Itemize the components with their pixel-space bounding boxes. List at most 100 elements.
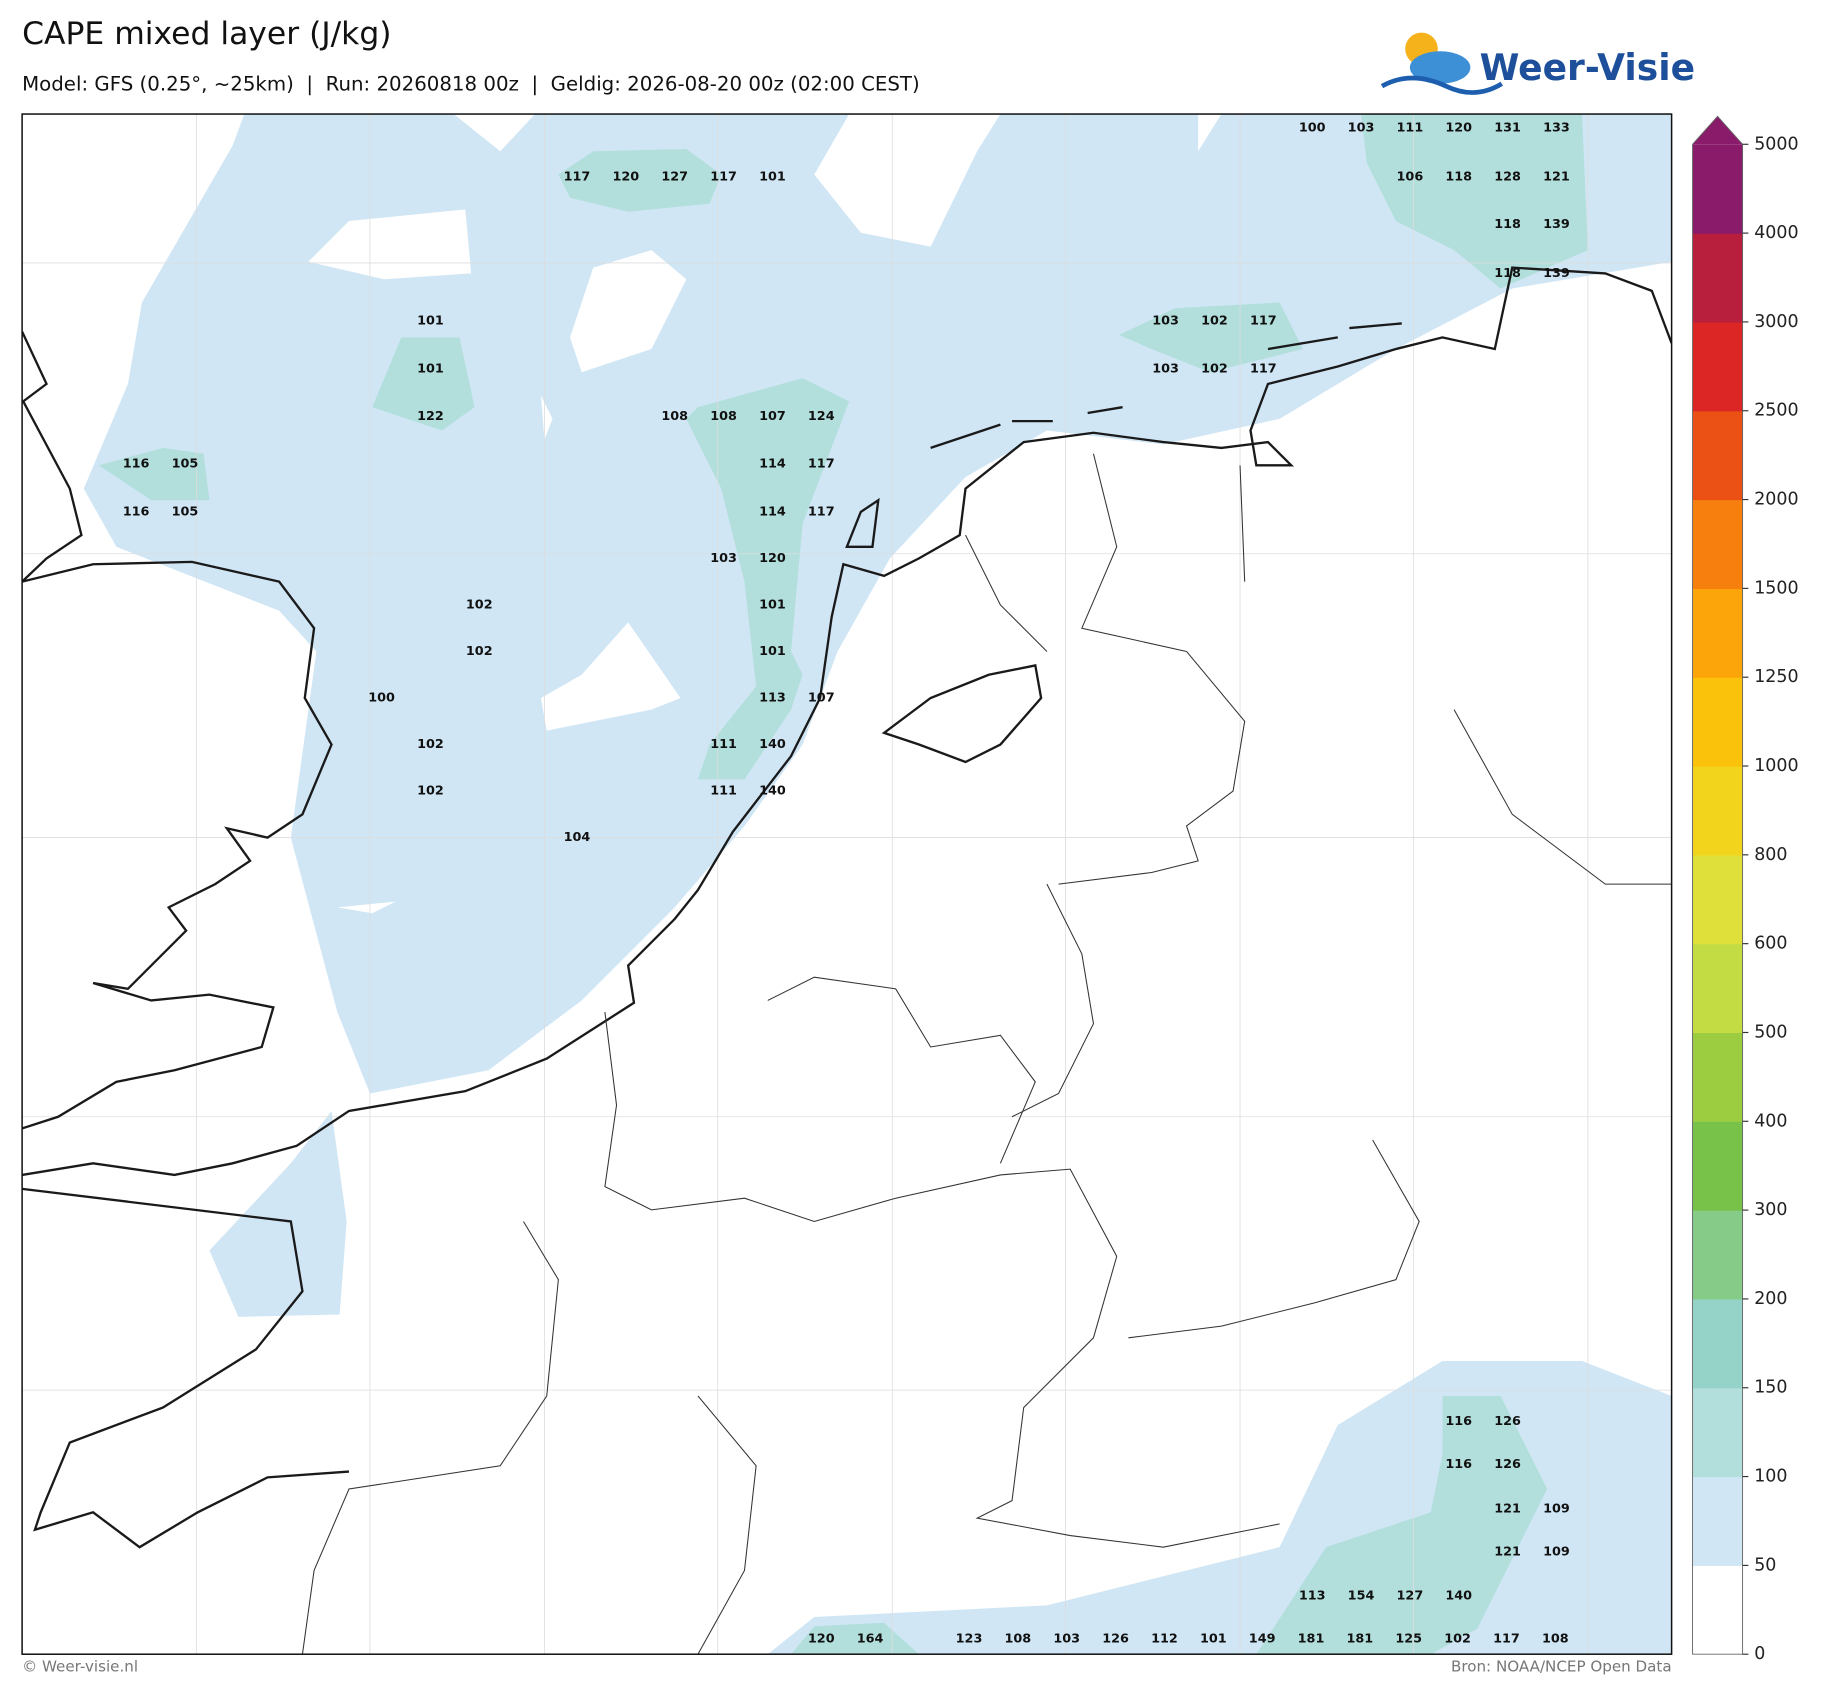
cape-area — [83, 114, 1672, 1094]
cape-area — [209, 1110, 1672, 1655]
colorbar-segment — [1692, 499, 1743, 589]
cape-value-label: 103 — [1053, 1632, 1080, 1647]
cape-value-label: 140 — [759, 737, 786, 752]
logo-cloud — [1409, 51, 1471, 84]
cape-value-label: 131 — [1494, 121, 1521, 136]
cape-value-label: 121 — [1494, 1544, 1521, 1559]
cape-value-label: 122 — [417, 409, 444, 424]
cape-value-label: 108 — [710, 409, 737, 424]
logo-wave — [1380, 75, 1503, 95]
colorbar: 0 50 100 150 200 300 400 500 600 800 1000 1250 1500 2… — [1692, 115, 1799, 1664]
cape-value-label: 140 — [1445, 1589, 1472, 1604]
cape-value-label: 102 — [1201, 361, 1228, 376]
cape-value-label: 181 — [1347, 1632, 1374, 1647]
colorbar-tick-label: 200 — [1754, 1289, 1787, 1309]
cape-value-label: 109 — [1543, 1501, 1570, 1516]
cape-value-label: 127 — [661, 169, 688, 184]
colorbar-tick-label: 600 — [1754, 934, 1787, 954]
colorbar-tick-label: 1500 — [1754, 578, 1798, 598]
cape-value-label: 112 — [1151, 1632, 1178, 1647]
cape-value-label: 120 — [759, 551, 786, 566]
cape-value-label: 111 — [710, 784, 737, 799]
cape-value-label: 118 — [1494, 217, 1521, 232]
cape-value-label: 116 — [123, 457, 150, 472]
cape-value-label: 108 — [1542, 1632, 1569, 1647]
colorbar-segment — [1692, 1298, 1743, 1389]
map-labels: 100 103 111 120 131 133 117 120 127 117 101 106 118 1… — [123, 121, 1570, 1647]
logo-text: Weer-Visie — [1480, 47, 1695, 89]
cape-value-label: 113 — [759, 691, 786, 706]
colorbar-segment — [1692, 588, 1743, 678]
colorbar-segment — [1692, 233, 1743, 323]
cape-value-label: 102 — [1444, 1632, 1471, 1647]
colorbar-tick-label: 3000 — [1754, 312, 1798, 332]
title: CAPE mixed layer (J/kg) — [22, 16, 391, 52]
cape-value-label: 109 — [1543, 1544, 1570, 1559]
colorbar-segment — [1692, 144, 1743, 234]
cape-value-label: 104 — [564, 830, 591, 845]
cape-value-label: 124 — [808, 409, 835, 424]
cape-value-label: 116 — [1445, 1414, 1472, 1429]
colorbar-segment — [1692, 1387, 1743, 1478]
cape-value-label: 103 — [1152, 314, 1179, 329]
cape-value-label: 103 — [1152, 361, 1179, 376]
cape-value-label: 108 — [1005, 1632, 1032, 1647]
footer-right: Bron: NOAA/NCEP Open Data — [1451, 1658, 1672, 1676]
colorbar-tick-label: 300 — [1754, 1200, 1787, 1220]
subtitle: Model: GFS (0.25°, ~25km) | Run: 2026081… — [22, 72, 920, 95]
cape-value-label: 106 — [1397, 169, 1424, 184]
colorbar-segment — [1692, 1121, 1743, 1211]
cape-value-label: 101 — [759, 597, 786, 612]
cape-value-label: 125 — [1395, 1632, 1422, 1647]
cape-value-label: 149 — [1249, 1632, 1276, 1647]
colorbar-tick-label: 400 — [1754, 1111, 1787, 1131]
cape-value-label: 107 — [759, 409, 786, 424]
cape-value-label: 139 — [1543, 266, 1570, 281]
colorbar-segment — [1692, 854, 1743, 945]
cape-value-label: 101 — [417, 314, 444, 329]
cape-value-label: 114 — [759, 457, 786, 472]
cape-value-label: 107 — [808, 691, 835, 706]
cape-value-label: 120 — [1445, 121, 1472, 136]
cape-value-label: 128 — [1494, 169, 1521, 184]
colorbar-outline — [1692, 115, 1744, 1655]
colorbar-segment — [1692, 766, 1743, 856]
cape-value-label: 117 — [1493, 1632, 1520, 1647]
cape-value-label: 127 — [1397, 1589, 1424, 1604]
cape-value-label: 102 — [417, 737, 444, 752]
colorbar-tick-label: 2500 — [1754, 401, 1798, 421]
cape-value-label: 164 — [857, 1632, 884, 1647]
colorbar-tick-label: 800 — [1754, 845, 1787, 865]
cape-value-label: 105 — [172, 504, 199, 519]
cape-value-label: 117 — [1250, 314, 1277, 329]
cape-value-label: 120 — [612, 169, 639, 184]
cape-value-label: 102 — [417, 784, 444, 799]
colorbar-segment — [1692, 410, 1743, 501]
cape-value-label: 105 — [172, 457, 199, 472]
colorbar-tick-label: 4000 — [1754, 223, 1798, 243]
colorbar-segment — [1692, 321, 1743, 412]
cape-value-label: 126 — [1102, 1632, 1129, 1647]
cape-value-label: 100 — [1299, 121, 1326, 136]
cape-value-label: 108 — [661, 409, 688, 424]
cape-value-label: 126 — [1494, 1457, 1521, 1472]
cape-value-label: 117 — [808, 457, 835, 472]
colorbar-segment — [1692, 1210, 1743, 1300]
coastlines — [22, 266, 1672, 1549]
colorbar-tick-label: 1000 — [1754, 756, 1798, 776]
map-frame — [21, 113, 1673, 1655]
map-area: 100 103 111 120 131 133 117 120 127 117 101 106 118 1… — [22, 114, 1672, 1655]
cape-area-100 — [98, 114, 1588, 1655]
grid — [22, 114, 1672, 1655]
cape-value-label: 102 — [1201, 314, 1228, 329]
colorbar-tick-label: 50 — [1754, 1555, 1776, 1575]
cape-value-label: 181 — [1298, 1632, 1325, 1647]
footer-left: © Weer-visie.nl — [22, 1658, 138, 1676]
colorbar-extend — [1692, 116, 1743, 145]
cape-value-label: 103 — [1348, 121, 1375, 136]
cape-value-label: 117 — [564, 169, 591, 184]
cape-value-label: 103 — [710, 551, 737, 566]
colorbar-segment — [1692, 677, 1743, 767]
cape-value-label: 123 — [956, 1632, 983, 1647]
cape-value-label: 140 — [759, 784, 786, 799]
